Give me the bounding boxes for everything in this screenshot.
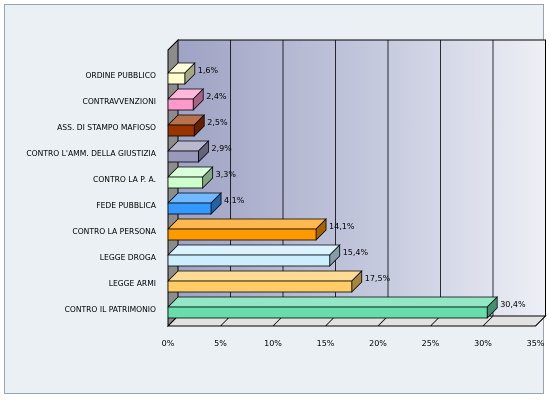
back-wall: [177, 39, 546, 317]
bar: [167, 270, 363, 293]
data-label: 3,3%: [216, 170, 237, 179]
bar-front-face: [167, 150, 199, 163]
x-tick-label: 0%: [162, 339, 175, 348]
bar-top-face: [167, 296, 499, 308]
bar: [167, 218, 328, 241]
bar-front-face: [167, 98, 194, 111]
x-tick-label: 30%: [474, 339, 492, 348]
bar: [167, 114, 206, 137]
data-label: 14,1%: [329, 222, 355, 231]
bar-front-face: [167, 280, 353, 293]
bar-front-face: [167, 72, 186, 85]
data-labels: 1,6% 2,4% 2,5% 2,9% 3,3% 4,1% 14,1% 15,4% 17,5% 3…: [198, 66, 526, 309]
bar-top-face: [167, 218, 328, 230]
bar: [167, 244, 341, 267]
category-label: FEDE PUBBLICA: [96, 201, 157, 210]
category-label: CONTRO IL PATRIMONIO: [65, 305, 156, 314]
x-tick-label: 35%: [527, 339, 545, 348]
bars: [167, 62, 499, 319]
data-label: 30,4%: [500, 300, 526, 309]
bar: [167, 296, 499, 319]
bar-front-face: [167, 176, 204, 189]
bar-front-face: [167, 254, 331, 267]
bar: [167, 192, 223, 215]
category-labels: ORDINE PUBBLICO CONTRAVVENZIONI ASS. DI ST…: [26, 71, 156, 314]
bar: [167, 140, 210, 163]
bar-front-face: [167, 202, 212, 215]
data-label: 4,1%: [224, 196, 245, 205]
floor-tick: [535, 315, 546, 327]
bar-front-face: [167, 306, 488, 319]
x-tick-label: 10%: [264, 339, 282, 348]
bar: [167, 166, 214, 189]
x-tick-label: 25%: [422, 339, 440, 348]
category-label: LEGGE DROGA: [100, 253, 157, 262]
bar-front-face: [167, 124, 195, 137]
floor-tick: [482, 315, 494, 327]
bar: [167, 88, 205, 111]
bar-front-face: [167, 228, 317, 241]
data-label: 2,9%: [211, 144, 232, 153]
category-label: ASS. DI STAMPO MAFIOSO: [57, 123, 156, 132]
data-label: 15,4%: [343, 248, 369, 257]
category-label: ORDINE PUBBLICO: [85, 71, 156, 80]
data-label: 2,4%: [206, 92, 227, 101]
category-label: CONTRAVVENZIONI: [83, 97, 156, 106]
bar: [167, 62, 196, 85]
data-label: 17,5%: [365, 274, 391, 283]
x-tick-labels: 0% 5% 10% 15% 20% 25% 30% 35%: [162, 339, 545, 348]
data-label: 1,6%: [198, 66, 219, 75]
x-tick-label: 5%: [214, 339, 227, 348]
x-tick-label: 15%: [317, 339, 335, 348]
category-label: CONTRO LA P. A.: [93, 175, 156, 184]
x-tick-label: 20%: [369, 339, 387, 348]
data-label: 2,5%: [207, 118, 228, 127]
bar-top-face: [167, 244, 341, 256]
category-label: CONTRO LA PERSONA: [72, 227, 156, 236]
bar-top-face: [167, 270, 363, 282]
category-label: CONTRO L'AMM. DELLA GIUSTIZIA: [26, 149, 156, 158]
category-label: LEGGE ARMI: [109, 279, 156, 288]
